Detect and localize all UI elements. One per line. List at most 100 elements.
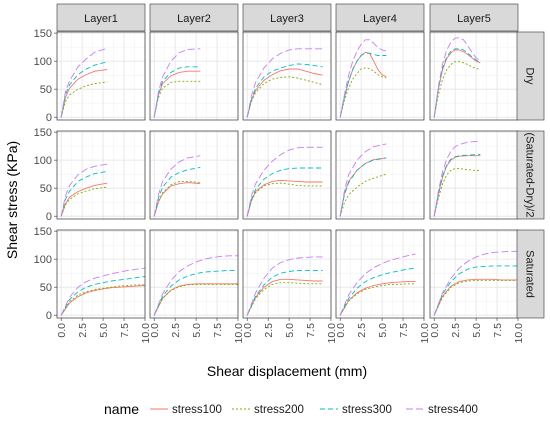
series-line-stress400 xyxy=(60,47,108,118)
series-line-stress200 xyxy=(339,173,387,217)
x-tick-label: 5.0 xyxy=(98,323,110,338)
legend-label: stress100 xyxy=(172,404,222,416)
column-strip xyxy=(149,3,239,32)
y-tick-label: 100 xyxy=(34,56,52,68)
panel-3-2 xyxy=(335,229,425,319)
panel-background xyxy=(243,32,331,120)
panel-4-1 xyxy=(429,130,519,220)
legend-label: stress400 xyxy=(428,404,478,416)
panel-4-2 xyxy=(429,229,519,319)
series-line-stress300 xyxy=(153,66,201,118)
series-line-stress100 xyxy=(153,70,201,118)
series-line-stress200 xyxy=(433,279,518,316)
series-line-stress200 xyxy=(60,81,108,118)
panel-background xyxy=(57,230,145,318)
x-tick-label: 7.5 xyxy=(305,323,317,338)
series-line-stress200 xyxy=(153,80,201,118)
series-line-stress100 xyxy=(60,285,146,316)
x-tick-label: 2.5 xyxy=(170,323,182,338)
panel-1-2 xyxy=(149,229,239,319)
panel-4-0 xyxy=(429,31,519,121)
series-line-stress100 xyxy=(60,182,108,217)
series-line-stress400 xyxy=(433,140,481,217)
x-tick-label: 0.0 xyxy=(335,323,347,338)
panel-background xyxy=(336,131,424,219)
y-tick-label: 0 xyxy=(46,310,52,322)
x-tick-label: 2.5 xyxy=(356,323,368,338)
series-line-stress300 xyxy=(339,267,416,316)
panel-border xyxy=(335,31,425,121)
facet-strips: Layer1 Layer2 Layer3 Layer4 Layer5 Dry (Satura… xyxy=(56,3,545,319)
series-line-stress300 xyxy=(339,52,387,118)
legend: name stress100 stress200 stress300 stress40… xyxy=(104,401,478,417)
panel-border xyxy=(56,130,146,220)
x-tick-label: 5.0 xyxy=(471,323,483,338)
column-strip-label: Layer4 xyxy=(363,13,397,25)
series-line-stress200 xyxy=(153,283,238,316)
panel-0-0 xyxy=(56,31,146,121)
y-tick-label: 50 xyxy=(40,84,52,96)
panel-border xyxy=(242,31,332,121)
series-line-stress400 xyxy=(339,253,416,316)
panel-border xyxy=(149,130,239,220)
panel-background xyxy=(243,131,331,219)
y-tick-label: 0 xyxy=(46,211,52,223)
panel-2-2 xyxy=(242,229,332,319)
series-line-stress400 xyxy=(60,163,108,217)
axes: 0 50 100 150 0 50 100 150 0 50 100 150 0.0 2.5 5.0 7.5 1… xyxy=(34,28,525,343)
series-line-stress400 xyxy=(153,48,201,118)
series-line-stress200 xyxy=(246,282,323,316)
row-strip-label: Saturated xyxy=(524,250,536,298)
series-line-stress300 xyxy=(153,166,201,217)
panel-background xyxy=(336,230,424,318)
legend-title: name xyxy=(104,401,139,417)
y-tick-label: 150 xyxy=(34,226,52,238)
row-strip-label: (Saturated-Dry)/2 xyxy=(524,133,536,218)
series-line-stress400 xyxy=(339,143,387,217)
series-line-stress200 xyxy=(246,182,323,217)
series-line-stress100 xyxy=(339,281,416,316)
panel-border xyxy=(56,229,146,319)
series-line-stress100 xyxy=(153,182,201,217)
column-strip xyxy=(56,3,146,32)
x-tick-label: 7.5 xyxy=(212,323,224,338)
series-line-stress400 xyxy=(433,37,481,118)
series-line-stress400 xyxy=(246,146,323,217)
y-tick-label: 150 xyxy=(34,28,52,40)
series-line-stress100 xyxy=(433,49,481,118)
series-line-stress400 xyxy=(60,267,146,316)
x-tick-label: 5.0 xyxy=(284,323,296,338)
series-line-stress400 xyxy=(153,255,238,316)
series-line-stress400 xyxy=(433,250,518,316)
x-tick-label: 10.0 xyxy=(419,323,431,344)
x-tick-label: 10.0 xyxy=(140,323,152,344)
series-line-stress400 xyxy=(153,155,201,217)
legend-label: stress300 xyxy=(342,404,392,416)
y-axis-label: Shear stress (KPa) xyxy=(4,141,20,259)
panel-background xyxy=(430,32,518,120)
facet-panels xyxy=(56,31,519,319)
panel-2-1 xyxy=(242,130,332,220)
x-tick-label: 0.0 xyxy=(242,323,254,338)
x-tick-label: 0.0 xyxy=(149,323,161,338)
panel-background xyxy=(57,32,145,120)
x-tick-label: 5.0 xyxy=(377,323,389,338)
series-line-stress200 xyxy=(60,284,145,316)
row-strip xyxy=(516,229,545,319)
panel-background xyxy=(243,230,331,318)
panel-border xyxy=(242,229,332,319)
series-line-stress100 xyxy=(246,278,323,316)
series-line-stress300 xyxy=(433,265,518,316)
series-line-stress200 xyxy=(339,283,416,316)
panel-border xyxy=(56,31,146,121)
series-line-stress300 xyxy=(153,269,238,316)
series-line-stress300 xyxy=(60,276,146,316)
column-strip-label: Layer3 xyxy=(270,13,304,25)
series-line-stress200 xyxy=(246,76,323,118)
y-tick-label: 100 xyxy=(34,155,52,167)
x-tick-label: 7.5 xyxy=(398,323,410,338)
row-strip xyxy=(516,130,545,220)
panel-0-1 xyxy=(56,130,146,220)
column-strip xyxy=(242,3,332,32)
